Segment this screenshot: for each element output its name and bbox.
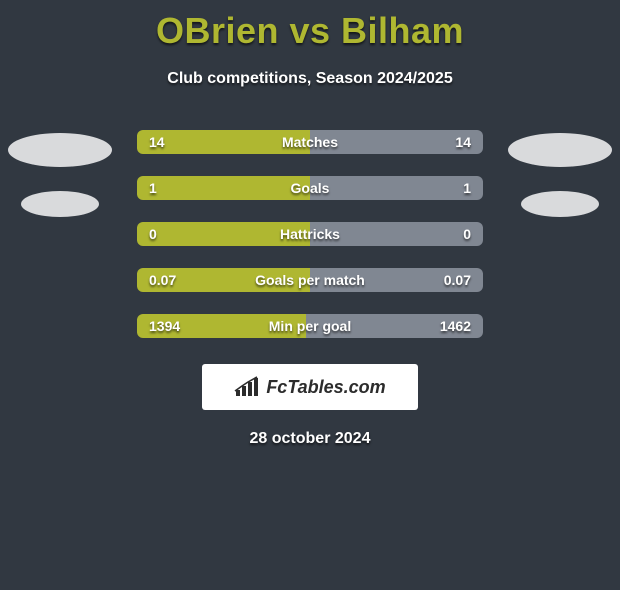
player-left-avatars bbox=[5, 120, 115, 230]
stat-value-right: 0.07 bbox=[444, 268, 471, 292]
stat-bar: 14 Matches 14 bbox=[137, 130, 483, 154]
stat-bar: 1394 Min per goal 1462 bbox=[137, 314, 483, 338]
player-right-avatars bbox=[505, 120, 615, 230]
stat-bar: 0 Hattricks 0 bbox=[137, 222, 483, 246]
stat-value-right: 1462 bbox=[440, 314, 471, 338]
stat-value-left: 0.07 bbox=[149, 268, 176, 292]
page-title: OBrien vs Bilham bbox=[0, 10, 620, 52]
stat-label: Goals bbox=[291, 176, 330, 200]
stat-value-left: 1394 bbox=[149, 314, 180, 338]
avatar-placeholder-icon bbox=[21, 191, 99, 217]
avatar-placeholder-icon bbox=[8, 133, 112, 167]
stat-label: Matches bbox=[282, 130, 338, 154]
stat-bar: 1 Goals 1 bbox=[137, 176, 483, 200]
page-subtitle: Club competitions, Season 2024/2025 bbox=[0, 70, 620, 88]
comparison-bars: 14 Matches 14 1 Goals 1 0 Hattricks 0 0.07 Goals p… bbox=[137, 130, 483, 338]
avatar-placeholder-icon bbox=[521, 191, 599, 217]
snapshot-date: 28 october 2024 bbox=[0, 430, 620, 448]
stat-value-right: 0 bbox=[463, 222, 471, 246]
logo-text: FcTables.com bbox=[266, 377, 385, 398]
fctables-logo: FcTables.com bbox=[202, 364, 418, 410]
stat-value-left: 0 bbox=[149, 222, 157, 246]
stat-label: Hattricks bbox=[280, 222, 340, 246]
stat-bar-fill-right bbox=[310, 176, 483, 200]
stat-bar-fill-left bbox=[137, 176, 310, 200]
stat-label: Min per goal bbox=[269, 314, 351, 338]
stat-value-right: 14 bbox=[455, 130, 471, 154]
stat-label: Goals per match bbox=[255, 268, 365, 292]
stat-value-right: 1 bbox=[463, 176, 471, 200]
avatar-placeholder-icon bbox=[508, 133, 612, 167]
stat-bar: 0.07 Goals per match 0.07 bbox=[137, 268, 483, 292]
stat-value-left: 14 bbox=[149, 130, 165, 154]
bar-chart-icon bbox=[234, 376, 260, 398]
stat-value-left: 1 bbox=[149, 176, 157, 200]
